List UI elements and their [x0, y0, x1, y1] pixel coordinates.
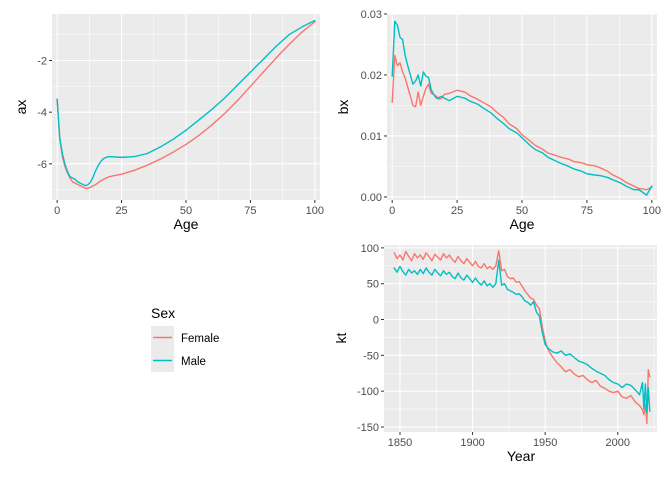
- kt-lines: [393, 250, 651, 425]
- x-tick-label: 100: [306, 205, 324, 217]
- ax-ticks: 0 25 50 75 100 -6 -4 -2: [37, 56, 324, 218]
- ax-x-axis-title: Age: [174, 216, 199, 232]
- y-tick-label: -6: [37, 159, 47, 171]
- bx-series-female: [391, 54, 653, 191]
- bx-lines: [391, 20, 653, 196]
- kt-y-axis-title: kt: [333, 332, 349, 343]
- ax-y-axis-title: ax: [13, 100, 29, 115]
- x-tick-label: 50: [516, 205, 528, 217]
- kt-series-female: [393, 250, 651, 425]
- x-tick-label: 2000: [606, 437, 630, 449]
- legend: Sex Female Male: [151, 305, 219, 372]
- x-tick-label: 75: [581, 205, 593, 217]
- bx-x-axis-title: Age: [510, 216, 535, 232]
- y-tick-label: 100: [361, 243, 379, 255]
- y-tick-label: -150: [357, 422, 379, 434]
- legend-label-male: Male: [181, 356, 206, 368]
- y-tick-label: 0: [373, 315, 379, 327]
- y-tick-label: 0.02: [361, 70, 382, 82]
- bx-gridlines: [387, 13, 657, 200]
- x-tick-label: 25: [451, 205, 463, 217]
- ax-series-female: [56, 21, 316, 190]
- bx-series-male: [391, 20, 653, 196]
- ax-lines: [56, 19, 316, 190]
- x-tick-label: 1900: [460, 437, 484, 449]
- y-tick-label: 0.00: [361, 192, 382, 204]
- x-tick-label: 75: [244, 205, 256, 217]
- y-tick-label: 0.03: [361, 9, 382, 21]
- x-tick-label: 1850: [388, 437, 412, 449]
- x-tick-label: 1950: [533, 437, 557, 449]
- kt-series-male: [393, 259, 651, 414]
- x-tick-label: 100: [643, 205, 661, 217]
- y-tick-label: -100: [357, 386, 379, 398]
- x-tick-label: 0: [389, 205, 395, 217]
- ax-panel: 0 25 50 75 100 -6 -4 -2 Age ax: [13, 14, 324, 232]
- y-tick-label: 0.01: [361, 131, 382, 143]
- bx-ticks: 0 25 50 75 100 0.00 0.01 0.02 0.03: [361, 9, 661, 217]
- ax-gridlines: [52, 14, 320, 200]
- bx-panel: 0 25 50 75 100 0.00 0.01 0.02 0.03 Age bx: [335, 9, 661, 232]
- y-tick-label: 50: [367, 279, 379, 291]
- legend-title: Sex: [151, 305, 175, 321]
- kt-panel: 1850 1900 1950 2000 -150 -100 -50 0 50 100 Year k…: [333, 243, 657, 464]
- x-tick-label: 50: [180, 205, 192, 217]
- y-tick-label: -4: [37, 107, 47, 119]
- ax-series-male: [56, 19, 316, 187]
- kt-panel-background: [384, 245, 657, 432]
- y-tick-label: -50: [363, 350, 379, 362]
- legend-label-female: Female: [181, 333, 219, 345]
- x-tick-label: 0: [54, 205, 60, 217]
- x-tick-label: 25: [115, 205, 127, 217]
- kt-x-axis-title: Year: [507, 448, 536, 464]
- bx-y-axis-title: bx: [335, 100, 351, 115]
- kt-ticks: 1850 1900 1950 2000 -150 -100 -50 0 50 100: [357, 243, 630, 449]
- y-tick-label: -2: [37, 56, 47, 68]
